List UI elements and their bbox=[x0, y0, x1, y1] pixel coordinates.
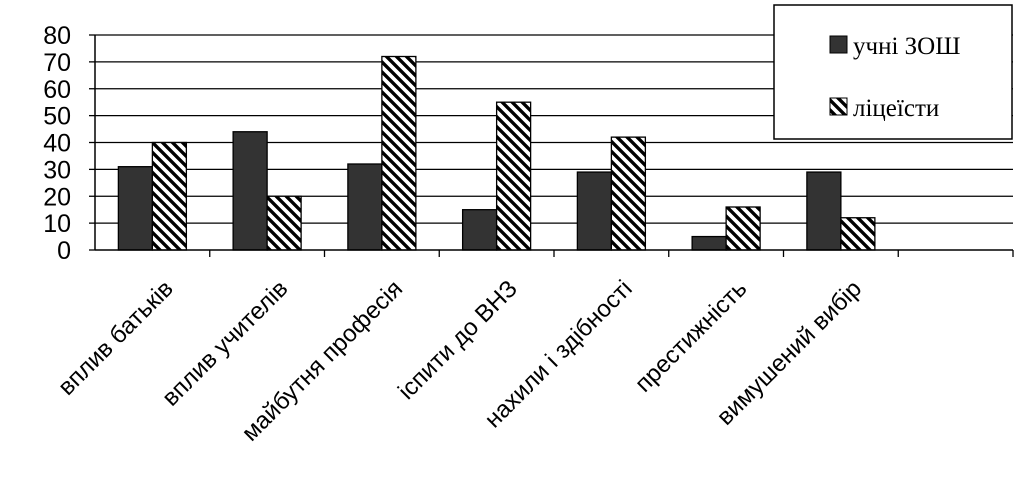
bar-series-1-6 bbox=[691, 235, 727, 251]
bar-series-1-3 bbox=[347, 163, 383, 251]
bars bbox=[117, 55, 876, 251]
bar-series-2-4 bbox=[495, 101, 532, 251]
y-tick-label: 40 bbox=[43, 130, 71, 158]
y-tick-label: 10 bbox=[43, 210, 71, 238]
legend-swatch-series-1 bbox=[829, 35, 848, 54]
bar-series-2-5 bbox=[610, 136, 647, 251]
x-tick-label: престижність bbox=[630, 275, 752, 397]
bar-series-2-7 bbox=[840, 217, 876, 251]
bar-series-2-2 bbox=[266, 195, 302, 251]
legend-label-series-1: учні ЗОШ bbox=[853, 33, 960, 60]
bar-series-1-1 bbox=[117, 166, 154, 251]
y-tick-label: 80 bbox=[43, 22, 71, 50]
y-tick-label: 0 bbox=[57, 237, 71, 265]
bar-series-2-3 bbox=[381, 55, 417, 251]
bar-series-1-7 bbox=[806, 171, 842, 251]
legend: учні ЗОШ ліцеїсти bbox=[773, 4, 1013, 140]
legend-label-series-2: ліцеїсти bbox=[853, 95, 939, 122]
legend-box bbox=[773, 4, 1013, 140]
y-tick-label: 70 bbox=[43, 49, 71, 77]
bar-series-1-5 bbox=[576, 171, 613, 251]
bar-series-1-2 bbox=[232, 131, 268, 251]
legend-swatch-series-2 bbox=[829, 97, 848, 116]
x-tick-label: іспити до ВНЗ bbox=[393, 275, 523, 405]
y-tick-label: 50 bbox=[43, 103, 71, 131]
bar-series-2-6 bbox=[725, 206, 761, 251]
bar-series-1-4 bbox=[461, 209, 498, 251]
y-tick-label: 20 bbox=[43, 183, 71, 211]
axes bbox=[94, 35, 1014, 257]
bar-series-2-1 bbox=[151, 141, 188, 251]
y-tick-label: 60 bbox=[43, 76, 71, 104]
y-tick-label: 30 bbox=[43, 156, 71, 184]
x-tick-label: вплив батьків bbox=[53, 275, 179, 401]
